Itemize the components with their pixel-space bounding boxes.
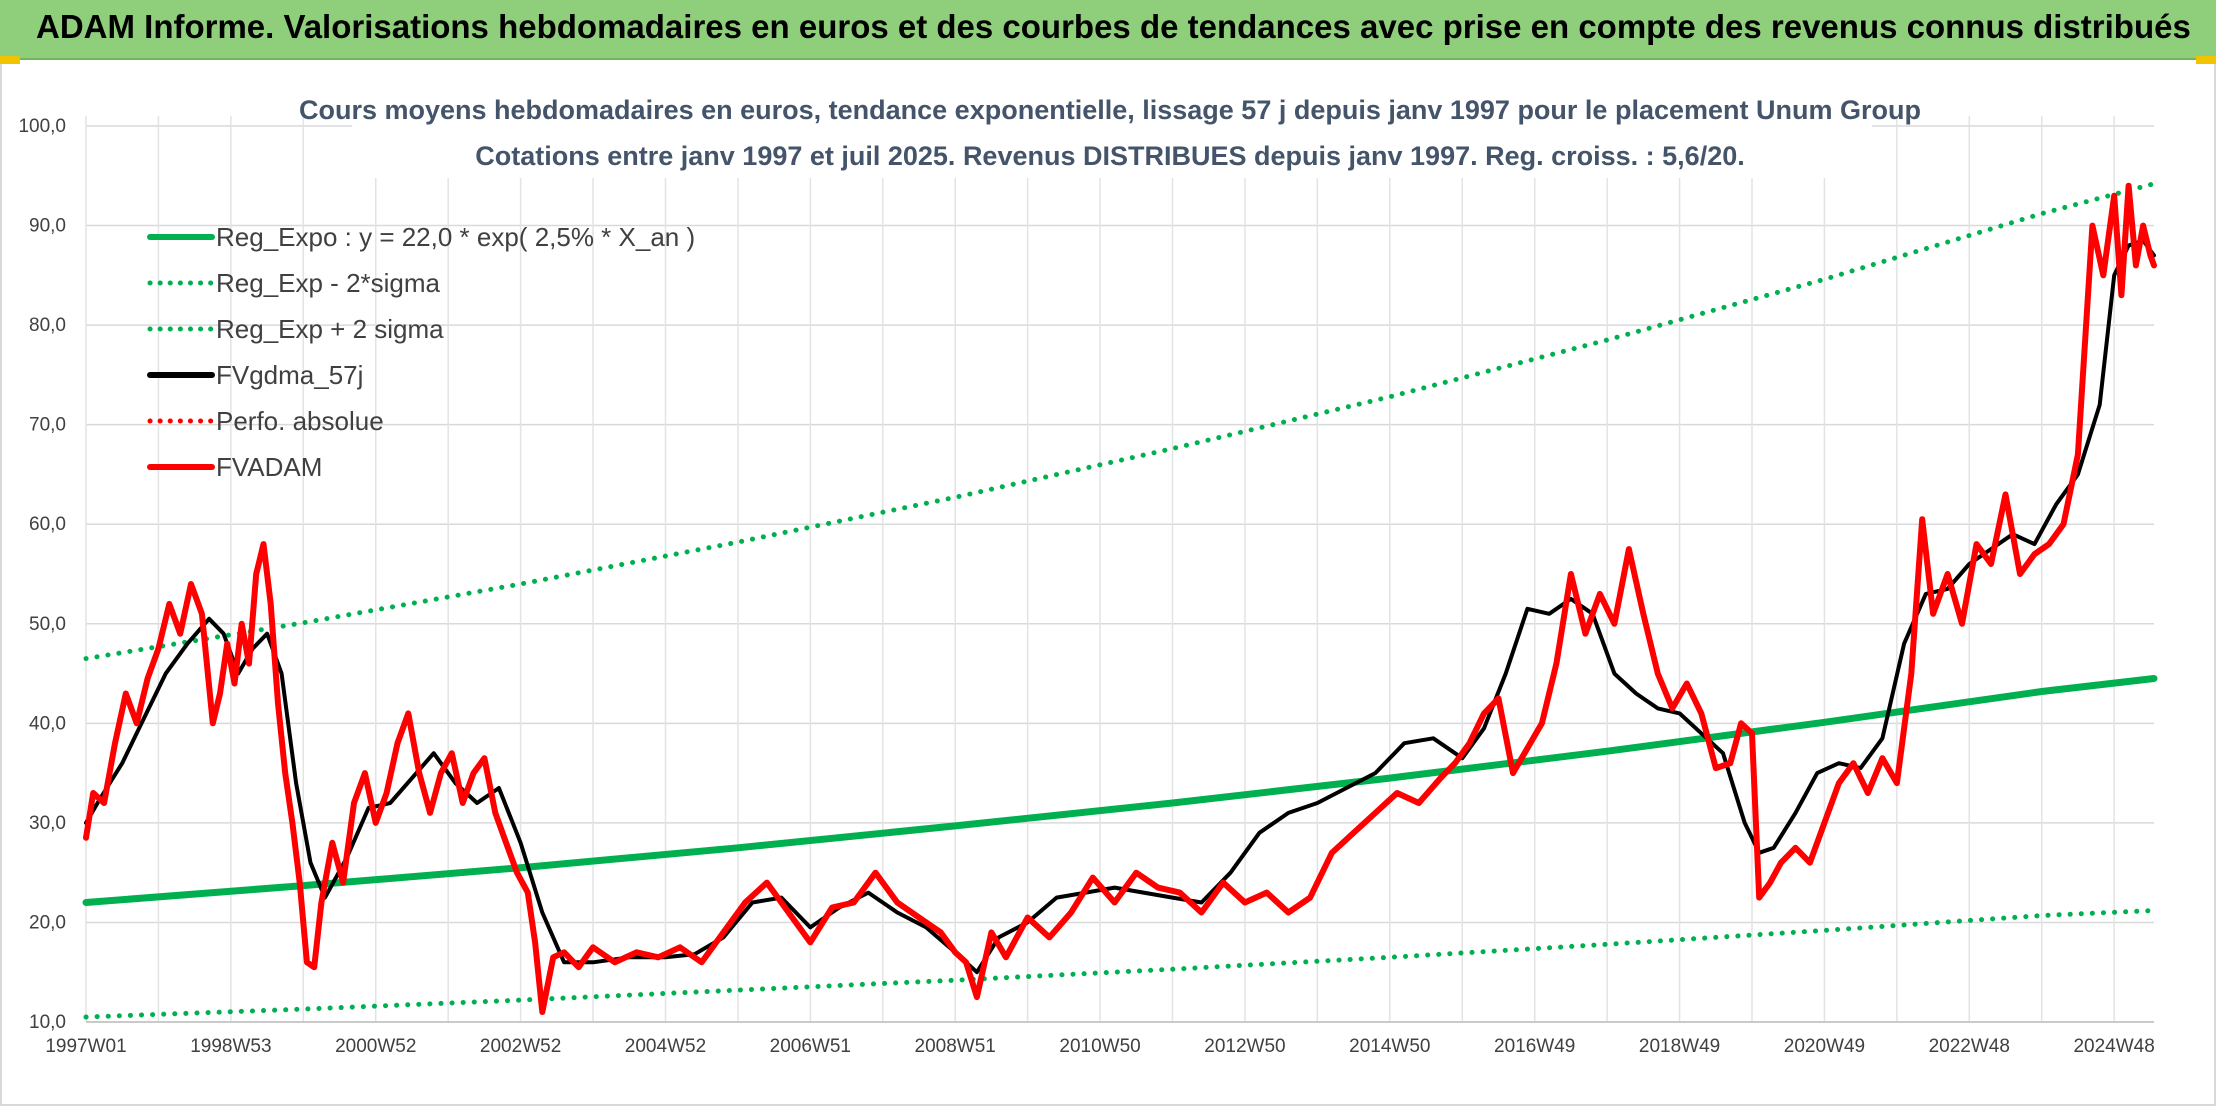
y-tick-label: 40,0 xyxy=(29,713,66,734)
series-line-1 xyxy=(83,908,2157,1020)
chart-legend: Reg_Expo : y = 22,0 * exp( 2,5% * X_an )… xyxy=(147,222,695,482)
line-chart: 10,0 20,0 30,0 40,0 50,0 60,0 70,0 80,0 90,0 100,… xyxy=(18,88,2158,1057)
x-tick-label: 2022W48 xyxy=(1929,1036,2010,1057)
legend-label: Reg_Expo : y = 22,0 * exp( 2,5% * X_an ) xyxy=(216,222,695,252)
y-tick-label: 80,0 xyxy=(29,315,66,336)
y-tick-label: 100,0 xyxy=(18,116,66,137)
series-layer xyxy=(82,181,2158,1020)
report-banner-title: ADAM Informe. Valorisations hebdomadaire… xyxy=(36,8,2191,45)
legend-label: Reg_Exp - 2*sigma xyxy=(216,268,441,298)
series-line-3 xyxy=(84,238,2156,975)
x-tick-label: 2000W52 xyxy=(335,1036,416,1057)
x-axis-ticks: 1997W01 1998W53 2000W52 2002W52 2004W52 2006W… xyxy=(45,1036,2155,1057)
x-tick-label: 2018W49 xyxy=(1639,1036,1720,1057)
x-tick-label: 2020W49 xyxy=(1784,1036,1865,1057)
x-tick-label: 2004W52 xyxy=(625,1036,706,1057)
x-tick-label: 2014W50 xyxy=(1349,1036,1430,1057)
report-banner: ADAM Informe. Valorisations hebdomadaire… xyxy=(0,0,2216,60)
y-tick-label: 30,0 xyxy=(29,813,66,834)
corner-marker-left xyxy=(0,56,20,64)
x-tick-label: 2006W51 xyxy=(770,1036,851,1057)
y-tick-label: 50,0 xyxy=(29,614,66,635)
corner-marker-right xyxy=(2196,56,2216,64)
y-tick-label: 20,0 xyxy=(29,912,66,933)
grid-layer xyxy=(85,116,2154,1023)
y-axis-ticks: 10,0 20,0 30,0 40,0 50,0 60,0 70,0 80,0 90,0 100,… xyxy=(18,116,66,1033)
chart-title: Cours moyens hebdomadaires en euros, ten… xyxy=(299,95,1921,125)
legend-label: FVADAM xyxy=(216,452,322,482)
x-tick-label: 2002W52 xyxy=(480,1036,561,1057)
x-tick-label: 2016W49 xyxy=(1494,1036,1575,1057)
y-tick-label: 70,0 xyxy=(29,415,66,436)
series-line-5 xyxy=(83,182,2157,1015)
legend-label: FVgdma_57j xyxy=(216,360,363,390)
legend-label: Reg_Exp + 2 sigma xyxy=(216,314,444,344)
x-tick-label: 2012W50 xyxy=(1204,1036,1285,1057)
x-tick-label: 2010W50 xyxy=(1059,1036,1140,1057)
series-line-2 xyxy=(83,181,2157,662)
y-tick-label: 10,0 xyxy=(29,1012,66,1033)
series-line-0 xyxy=(82,675,2158,906)
x-tick-label: 2024W48 xyxy=(2073,1036,2154,1057)
x-tick-label: 1998W53 xyxy=(190,1036,271,1057)
x-tick-label: 1997W01 xyxy=(45,1036,126,1057)
chart-title-background xyxy=(352,88,1872,178)
legend-label: Perfo. absolue xyxy=(216,406,384,436)
x-tick-label: 2008W51 xyxy=(915,1036,996,1057)
chart-subtitle: Cotations entre janv 1997 et juil 2025. … xyxy=(475,141,1745,171)
y-tick-label: 90,0 xyxy=(29,216,66,237)
y-tick-label: 60,0 xyxy=(29,514,66,535)
chart-frame: 10,0 20,0 30,0 40,0 50,0 60,0 70,0 80,0 90,0 100,… xyxy=(0,64,2216,1106)
